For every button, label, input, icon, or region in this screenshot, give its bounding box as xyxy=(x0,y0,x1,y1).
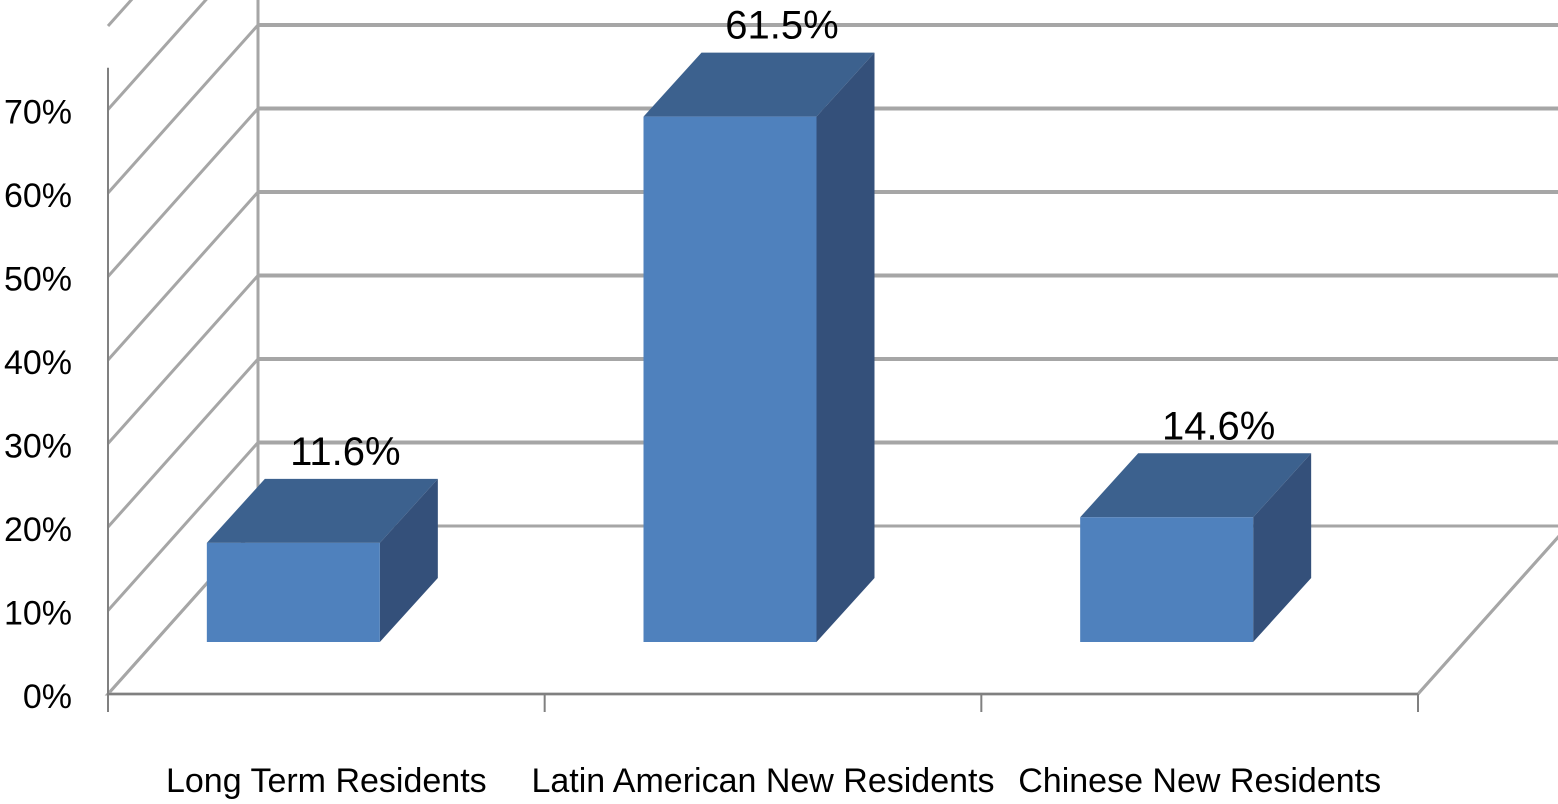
bar-top xyxy=(643,52,875,117)
wall-gridline xyxy=(106,0,208,111)
data-label-long-term-residents: 11.6% xyxy=(290,430,400,474)
y-tick-label: 20% xyxy=(4,511,72,549)
y-tick-label: 30% xyxy=(4,428,72,466)
bar-front xyxy=(1080,517,1254,642)
bar-long-term-residents xyxy=(206,478,438,642)
wall-gridline xyxy=(106,191,260,361)
bar-latin-american-new-residents xyxy=(643,52,875,643)
y-tick-label: 10% xyxy=(4,595,72,633)
chart-walls xyxy=(106,0,1558,695)
y-tick-label: 70% xyxy=(4,94,72,132)
wall-gridline xyxy=(106,274,260,445)
wall-gridline xyxy=(106,107,260,278)
x-tick-label-chinese-new-residents: Chinese New Residents xyxy=(1018,762,1381,800)
wall-gridline xyxy=(106,358,260,528)
data-label-chinese-new-residents: 14.6% xyxy=(1162,404,1275,448)
bar-chinese-new-residents xyxy=(1080,453,1312,642)
x-tick-label-long-term-residents: Long Term Residents xyxy=(166,762,487,800)
y-tick-label: 60% xyxy=(4,177,72,215)
bar-side xyxy=(1253,453,1312,642)
x-tick-label-latin-american-new-residents: Latin American New Residents xyxy=(531,762,994,800)
gridlines xyxy=(258,23,1558,445)
wall-gridline xyxy=(106,0,134,27)
bar-side xyxy=(379,478,438,642)
y-tick-label: 50% xyxy=(4,261,72,299)
wall-gridline xyxy=(106,441,260,612)
floor-edge xyxy=(1416,534,1558,695)
bar-front xyxy=(206,542,380,642)
bars xyxy=(206,52,1312,643)
y-axis-ticks: 0% 10% 20% 30% 40% 50% 60% 70% xyxy=(4,94,72,717)
bar-top xyxy=(1080,453,1312,518)
data-labels: 11.6% 61.5% 14.6% xyxy=(290,4,1275,474)
bar-front xyxy=(643,116,817,643)
y-tick-label: 0% xyxy=(23,678,72,716)
data-label-latin-american-new-residents: 61.5% xyxy=(725,4,838,48)
y-tick-label: 40% xyxy=(4,344,72,382)
bar-top xyxy=(206,478,438,543)
bar-side xyxy=(816,52,875,643)
x-axis: Long Term Residents Latin American New Re… xyxy=(107,693,1419,800)
wall-gridline xyxy=(106,24,260,194)
